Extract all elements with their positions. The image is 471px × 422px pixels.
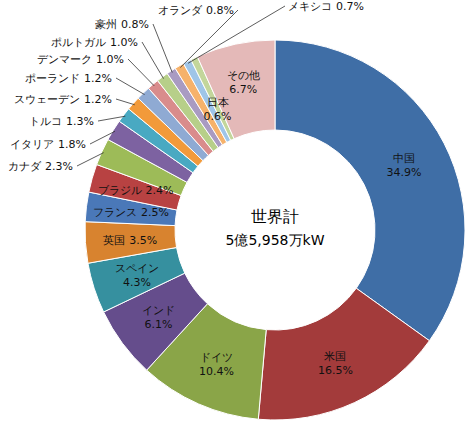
label-category: フランス: [93, 206, 137, 219]
label-value: 0.7%: [336, 0, 364, 13]
label-value: 16.5%: [318, 364, 353, 377]
label-value: 4.3%: [123, 276, 151, 289]
label-value: 1.8%: [58, 138, 86, 151]
data-label: イタリア 1.8%: [10, 138, 86, 151]
slice: [275, 40, 465, 341]
label-value: 2.3%: [45, 160, 73, 173]
label-value: 0.8%: [206, 4, 234, 17]
data-label: 中国34.9%: [387, 152, 422, 179]
data-label: インド6.1%: [142, 304, 175, 331]
data-label: オランダ0.8%: [158, 4, 234, 17]
label-value: 1.2%: [84, 72, 112, 85]
slice: [85, 222, 177, 264]
label-category: 日本: [207, 96, 229, 109]
label-value: 34.9%: [387, 166, 422, 179]
label-category: ドイツ: [200, 351, 233, 364]
label-value: 0.8%: [121, 18, 149, 31]
label-value: 1.0%: [96, 53, 124, 66]
label-category: ブラジル: [98, 184, 142, 197]
data-label: ブラジル 2.4%: [98, 184, 174, 197]
leader-line: [128, 59, 154, 86]
data-label: その他6.7%: [227, 69, 260, 96]
label-value: 1.2%: [84, 93, 112, 106]
leader-line: [90, 131, 115, 144]
leader-line: [188, 6, 285, 63]
data-label: 豪州 0.8%: [95, 18, 149, 31]
chart-svg: 世界計5億5,958万kW中国34.9%米国16.5%ドイツ10.4%インド6.…: [0, 0, 471, 422]
label-value: 3.5%: [129, 234, 157, 247]
label-value: 6.7%: [229, 83, 257, 96]
plot-area: [85, 40, 465, 420]
data-label: 英国 3.5%: [103, 234, 157, 247]
label-category: メキシコ: [288, 0, 332, 13]
data-label: フランス 2.5%: [93, 206, 169, 219]
label-category: その他: [227, 69, 260, 82]
label-value: 2.5%: [141, 206, 169, 219]
data-label: スペイン4.3%: [115, 262, 159, 289]
data-label: スウェーデン 1.2%: [14, 93, 112, 106]
label-value: 10.4%: [199, 365, 234, 378]
leader-line: [116, 99, 135, 105]
label-value: 1.3%: [66, 115, 94, 128]
label-category: トルコ: [29, 115, 62, 128]
leader-line: [116, 78, 145, 95]
label-category: 中国: [393, 152, 415, 165]
label-category: カナダ: [8, 160, 42, 173]
label-value: 0.6%: [204, 110, 232, 123]
label-value: 1.0%: [110, 36, 138, 49]
label-category: 英国: [103, 234, 125, 247]
slice: [258, 288, 429, 420]
leader-line: [98, 116, 125, 121]
label-value: 6.1%: [145, 318, 173, 331]
leader-line: [153, 24, 172, 73]
label-category: オランダ: [158, 4, 203, 17]
data-label: メキシコ 0.7%: [288, 0, 364, 13]
label-category: イタリア: [10, 138, 54, 151]
subtitle: 5億5,958万kW: [226, 232, 325, 248]
data-labels: 中国34.9% 米国16.5% ドイツ10.4% インド6.1% スペイン4.3% 英国 3…: [8, 0, 421, 378]
label-category: スウェーデン: [14, 93, 80, 106]
data-label: トルコ 1.3%: [29, 115, 94, 128]
label-category: 米国: [324, 350, 346, 363]
label-category: インド: [142, 304, 175, 317]
label-category: デンマーク: [37, 53, 92, 66]
label-value: 2.4%: [146, 184, 174, 197]
label-category: ポーランド: [25, 72, 80, 85]
chart-container: 世界計5億5,958万kW中国34.9%米国16.5%ドイツ10.4%インド6.…: [0, 0, 471, 422]
label-category: ポルトガル: [51, 36, 106, 49]
data-label: デンマーク 1.0%: [37, 53, 124, 66]
slice: [197, 40, 275, 139]
title: 世界計: [251, 207, 299, 226]
data-label: ポーランド 1.2%: [25, 72, 112, 85]
label-category: 豪州: [95, 18, 117, 31]
data-label: ポルトガル 1.0%: [51, 36, 138, 49]
data-label: 米国16.5%: [318, 350, 353, 377]
data-label: カナダ2.3%: [8, 160, 73, 173]
leader-line: [77, 153, 104, 166]
label-category: スペイン: [115, 262, 159, 275]
leader-line: [142, 42, 164, 79]
data-label: ドイツ10.4%: [199, 351, 234, 378]
data-label: 日本0.6%: [204, 96, 232, 123]
